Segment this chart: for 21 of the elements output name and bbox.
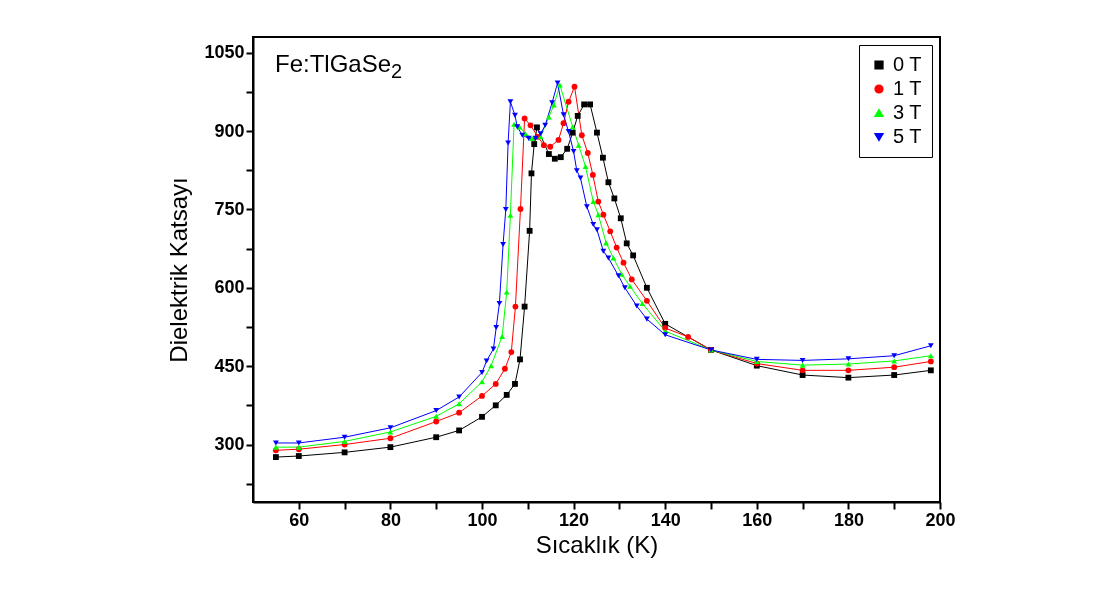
x-tick-label: 80 <box>380 509 401 530</box>
x-tick-label: 100 <box>467 509 498 530</box>
y-tick-label: 1050 <box>204 42 245 63</box>
x-tick-label: 160 <box>742 509 773 530</box>
y-tick-label: 450 <box>214 355 245 376</box>
y-tick-label: 750 <box>214 198 245 219</box>
x-tick-label: 200 <box>925 509 956 530</box>
x-tick-label: 60 <box>289 509 310 530</box>
y-axis-title: Dielektrik Katsayı <box>165 177 193 363</box>
legend-label: 3 T <box>893 101 922 123</box>
x-tick-label: 140 <box>650 509 681 530</box>
x-tick-label: 120 <box>559 509 590 530</box>
y-tick-label: 600 <box>214 277 245 298</box>
legend-label: 5 T <box>893 125 922 147</box>
legend-label: 0 T <box>893 53 922 75</box>
annotation: Fe:TlGaSe$_{2}$ <box>275 50 403 83</box>
legend-label: 1 T <box>893 77 922 99</box>
x-axis-title: Sıcaklık (K) <box>535 530 659 558</box>
y-tick-label: 900 <box>214 120 245 141</box>
x-tick-label: 180 <box>833 509 864 530</box>
y-tick-label: 300 <box>214 434 245 455</box>
